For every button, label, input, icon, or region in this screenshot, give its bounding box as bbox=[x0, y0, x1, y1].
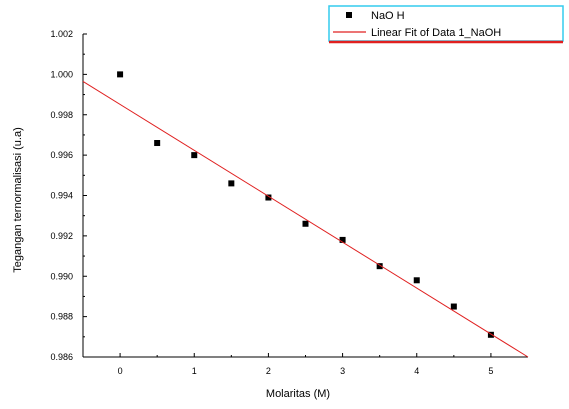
y-tick-label: 0.996 bbox=[50, 150, 73, 160]
y-tick-label: 0.988 bbox=[50, 312, 73, 322]
legend-box bbox=[328, 5, 564, 42]
data-point bbox=[191, 152, 198, 159]
x-tick-label: 2 bbox=[266, 366, 271, 376]
legend-label-fit: Linear Fit of Data 1_NaOH bbox=[371, 27, 501, 39]
data-point bbox=[302, 220, 309, 227]
data-point bbox=[339, 236, 346, 243]
data-point bbox=[450, 303, 457, 310]
data-point bbox=[265, 194, 272, 201]
legend: NaO H Linear Fit of Data 1_NaOH bbox=[328, 5, 564, 44]
data-point bbox=[228, 180, 235, 187]
data-point bbox=[487, 331, 494, 338]
y-tick-label: 0.998 bbox=[50, 110, 73, 120]
data-point bbox=[376, 263, 383, 270]
y-tick-label: 1.002 bbox=[50, 29, 73, 39]
x-axis-ticks: 0 1 2 3 4 5 bbox=[118, 353, 493, 376]
x-axis-title: Molaritas (M) bbox=[266, 388, 330, 400]
data-point bbox=[117, 71, 124, 78]
series-layer bbox=[82, 71, 529, 358]
data-point bbox=[413, 277, 420, 284]
plot-frame bbox=[82, 34, 528, 358]
legend-marker-naoh bbox=[346, 12, 352, 18]
y-tick-label: 0.986 bbox=[50, 352, 73, 362]
y-tick-label: 1.000 bbox=[50, 69, 73, 79]
legend-label-naoh: NaO H bbox=[371, 10, 405, 22]
data-point bbox=[154, 140, 161, 147]
x-tick-label: 1 bbox=[192, 366, 197, 376]
y-tick-label: 0.994 bbox=[50, 191, 73, 201]
x-tick-label: 0 bbox=[118, 366, 123, 376]
y-axis-title: Tegangan ternormalisasi (u.a) bbox=[12, 127, 24, 273]
y-tick-label: 0.992 bbox=[50, 231, 73, 241]
y-axis-ticks: 0.986 0.988 0.990 0.992 0.994 0.996 0.998 1.000… bbox=[50, 29, 87, 362]
y-tick-label: 0.990 bbox=[50, 271, 73, 281]
x-tick-label: 3 bbox=[340, 366, 345, 376]
x-tick-label: 5 bbox=[488, 366, 493, 376]
x-tick-label: 4 bbox=[414, 366, 419, 376]
fit-line bbox=[82, 81, 529, 358]
